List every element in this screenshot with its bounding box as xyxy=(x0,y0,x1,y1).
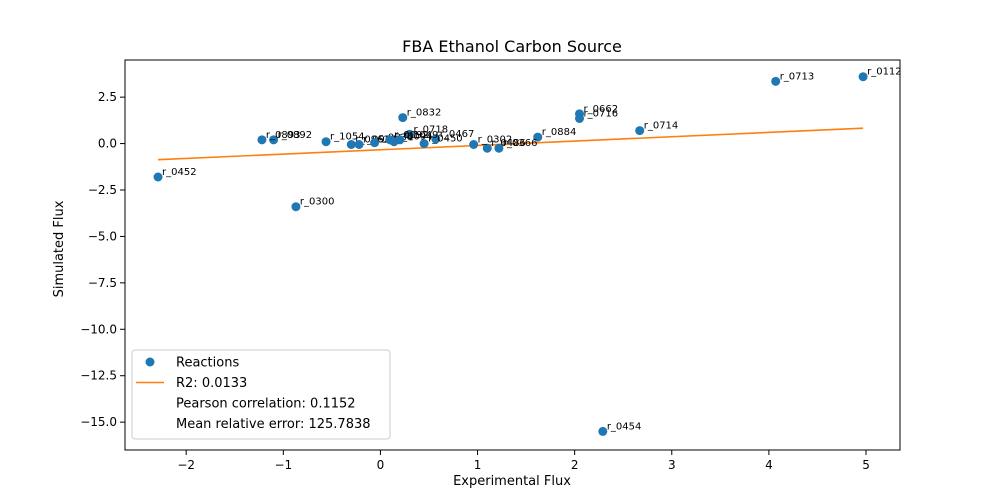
y-tick-label: 2.5 xyxy=(98,90,117,104)
point-label: r_0718 xyxy=(414,124,449,135)
point-label: r_0450 xyxy=(428,134,463,145)
data-point xyxy=(346,140,356,149)
y-tick-label: −10.0 xyxy=(80,322,117,336)
point-label: r_1049 xyxy=(404,130,439,141)
point-label: r_0452 xyxy=(162,167,197,178)
data-point xyxy=(482,143,492,153)
legend-entry-label: Pearson correlation: 0.1152 xyxy=(176,397,356,412)
plot-area: −2 −1 0 1 2 3 4 5 2.5 0.0 −2.5 −5.0 −7.5 −10.0 −12.5 −1… xyxy=(80,59,902,472)
data-point xyxy=(635,126,645,136)
point-label: r_0467 xyxy=(440,129,475,140)
x-tick-label: 2 xyxy=(571,458,579,472)
y-tick-label: −7.5 xyxy=(88,276,117,290)
data-point xyxy=(257,135,267,145)
x-tick-label: 0 xyxy=(377,458,385,472)
point-label: r_0961 xyxy=(363,135,398,146)
y-tick-label: −5.0 xyxy=(88,229,117,243)
data-point xyxy=(575,114,585,123)
data-point xyxy=(771,76,781,86)
data-point xyxy=(398,113,408,123)
point-label: r_0302 xyxy=(478,135,513,146)
legend-marker-circle xyxy=(145,357,155,367)
x-tick-label: 3 xyxy=(668,458,676,472)
point-label: r_0893 xyxy=(266,130,301,141)
legend-frame xyxy=(131,349,391,440)
y-tick-label: −15.0 xyxy=(80,415,117,429)
data-point xyxy=(291,202,301,212)
point-label: r_0454 xyxy=(607,421,642,432)
legend-entry-label: Mean relative error: 125.7838 xyxy=(176,417,371,432)
data-point xyxy=(858,72,868,82)
x-tick-label: −2 xyxy=(177,458,195,472)
point-label: r_0892 xyxy=(278,130,313,141)
data-point xyxy=(494,143,504,153)
point-label: r_0486 xyxy=(491,138,526,149)
y-tick-label: 0.0 xyxy=(98,137,117,151)
point-label: r_0094 xyxy=(398,132,433,143)
x-tick-label: −1 xyxy=(274,458,292,472)
data-point xyxy=(370,138,380,148)
point-label: r_0716 xyxy=(584,109,619,120)
point-label: r_1054 xyxy=(330,132,365,143)
plot-frame xyxy=(124,59,901,451)
data-point xyxy=(354,140,364,149)
data-point xyxy=(321,137,331,147)
data-point xyxy=(269,135,279,145)
x-tick-label: 5 xyxy=(862,458,870,472)
point-label: r_0714 xyxy=(644,121,679,132)
legend-entry-label: Reactions xyxy=(176,356,239,371)
point-label: r_0112 xyxy=(867,67,902,78)
point-label: r_0662 xyxy=(584,104,619,115)
x-axis-label: Experimental Flux xyxy=(453,474,571,489)
point-label: r_0832 xyxy=(407,108,442,119)
data-point xyxy=(395,135,405,145)
point-label: r_0713 xyxy=(780,71,815,82)
data-point xyxy=(431,134,441,144)
y-tick-label: −2.5 xyxy=(88,183,117,197)
chart-title: FBA Ethanol Carbon Source xyxy=(402,37,622,56)
data-point xyxy=(419,139,429,149)
fit-line xyxy=(157,127,864,161)
y-axis-label: Simulated Flux xyxy=(52,200,67,297)
data-point xyxy=(469,140,479,149)
x-tick-label: 1 xyxy=(474,458,482,472)
legend: Reactions R2: 0.0133 Pearson correlation: … xyxy=(131,349,391,440)
data-point xyxy=(153,172,163,182)
legend-entry-label: R2: 0.0133 xyxy=(176,376,247,391)
point-label: r_0884 xyxy=(542,127,577,138)
data-point xyxy=(405,129,415,139)
data-point xyxy=(598,426,608,436)
y-tick-label: −12.5 xyxy=(80,369,117,383)
point-label: r_0366 xyxy=(503,138,538,149)
point-label: r_0092 xyxy=(394,130,429,141)
data-point xyxy=(533,132,543,142)
x-tick-label: 4 xyxy=(765,458,773,472)
point-label: r_0300 xyxy=(300,197,335,208)
